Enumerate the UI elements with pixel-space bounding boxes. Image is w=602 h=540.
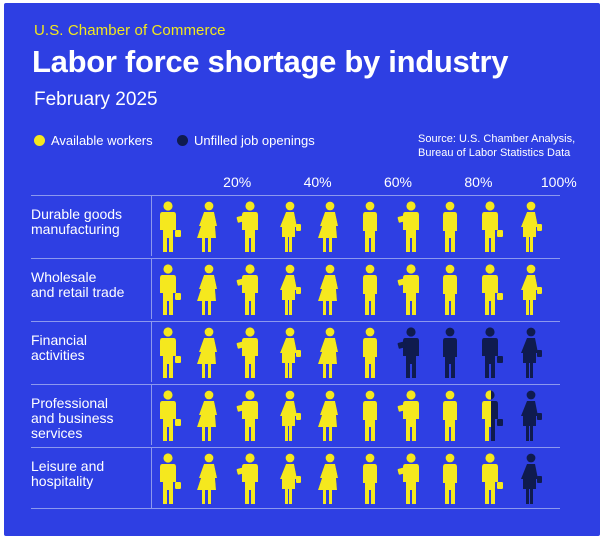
legend-unfilled-swatch <box>177 135 188 146</box>
available-worker-icon <box>155 452 183 506</box>
available-worker-icon <box>356 200 384 254</box>
available-worker-icon <box>195 452 223 506</box>
unfilled-opening-icon <box>436 326 464 380</box>
row-divider <box>151 259 152 319</box>
available-worker-icon <box>356 326 384 380</box>
available-worker-icon <box>396 263 424 317</box>
row-divider <box>151 385 152 445</box>
x-tick-label: 40% <box>303 174 332 190</box>
available-worker-icon <box>436 200 464 254</box>
partial-worker-icon <box>477 389 505 443</box>
available-worker-icon <box>356 452 384 506</box>
row-divider <box>151 448 152 508</box>
available-worker-icon <box>436 389 464 443</box>
available-worker-icon <box>276 452 304 506</box>
unfilled-opening-icon <box>517 452 545 506</box>
legend-unfilled-label: Unfilled job openings <box>194 133 315 148</box>
infographic-card: U.S. Chamber of Commerce Labor force sho… <box>4 3 600 536</box>
available-worker-icon <box>396 389 424 443</box>
unfilled-opening-icon <box>517 326 545 380</box>
legend-available-swatch <box>34 135 45 146</box>
available-worker-icon <box>276 263 304 317</box>
x-tick-label: 100% <box>540 174 577 190</box>
x-tick-label: 20% <box>223 174 252 190</box>
source-note: Source: U.S. Chamber Analysis, Bureau of… <box>418 132 575 160</box>
available-worker-icon <box>235 326 263 380</box>
available-worker-icon <box>195 263 223 317</box>
available-worker-icon <box>195 389 223 443</box>
row-icons <box>155 200 555 254</box>
available-worker-icon <box>235 389 263 443</box>
available-worker-icon <box>235 263 263 317</box>
available-worker-icon <box>477 263 505 317</box>
unfilled-opening-icon <box>477 326 505 380</box>
x-tick-label: 80% <box>464 174 493 190</box>
available-worker-icon <box>436 452 464 506</box>
chart-row: Professional and business services <box>31 384 560 445</box>
legend-unfilled: Unfilled job openings <box>177 133 315 148</box>
row-divider <box>151 322 152 382</box>
available-worker-icon <box>235 200 263 254</box>
available-worker-icon <box>316 326 344 380</box>
available-worker-icon <box>316 200 344 254</box>
available-worker-icon <box>155 326 183 380</box>
available-worker-icon <box>396 200 424 254</box>
row-icons <box>155 452 555 506</box>
row-label: Durable goods manufacturing <box>31 206 123 237</box>
row-icons <box>155 389 555 443</box>
available-worker-icon <box>155 263 183 317</box>
available-worker-icon <box>436 263 464 317</box>
legend-available-label: Available workers <box>51 133 153 148</box>
available-worker-icon <box>235 452 263 506</box>
available-worker-icon <box>517 263 545 317</box>
unfilled-opening-icon <box>396 326 424 380</box>
chart-subtitle: February 2025 <box>34 89 158 110</box>
available-worker-icon <box>477 452 505 506</box>
available-worker-icon <box>276 200 304 254</box>
available-worker-icon <box>356 263 384 317</box>
legend-available: Available workers <box>34 133 153 148</box>
row-label: Wholesale and retail trade <box>31 269 125 300</box>
available-worker-icon <box>276 326 304 380</box>
available-worker-icon <box>155 200 183 254</box>
unfilled-opening-icon <box>517 389 545 443</box>
row-divider <box>151 196 152 256</box>
chart-title: Labor force shortage by industry <box>32 44 509 79</box>
source-line-2: Bureau of Labor Statistics Data <box>418 147 571 159</box>
available-worker-icon <box>396 452 424 506</box>
chart-row: Leisure and hospitality <box>31 447 560 509</box>
x-tick-label: 60% <box>383 174 413 190</box>
row-label: Financial activities <box>31 332 88 363</box>
row-icons <box>155 326 555 380</box>
available-worker-icon <box>356 389 384 443</box>
organization-name: U.S. Chamber of Commerce <box>34 22 226 39</box>
row-label: Professional and business services <box>31 395 114 441</box>
available-worker-icon <box>195 326 223 380</box>
row-label: Leisure and hospitality <box>31 458 105 489</box>
available-worker-icon <box>316 452 344 506</box>
available-worker-icon <box>316 263 344 317</box>
available-worker-icon <box>316 389 344 443</box>
x-axis-ticks: 20% 40% 60% 80% 100% <box>4 174 600 194</box>
available-worker-icon <box>155 389 183 443</box>
available-worker-icon <box>477 200 505 254</box>
available-worker-icon <box>517 200 545 254</box>
row-icons <box>155 263 555 317</box>
source-line-1: Source: U.S. Chamber Analysis, <box>418 133 576 145</box>
chart-row: Financial activities <box>31 321 560 382</box>
available-worker-icon <box>276 389 304 443</box>
available-worker-icon <box>195 200 223 254</box>
chart-row: Wholesale and retail trade <box>31 258 560 319</box>
chart-row: Durable goods manufacturing <box>31 195 560 256</box>
